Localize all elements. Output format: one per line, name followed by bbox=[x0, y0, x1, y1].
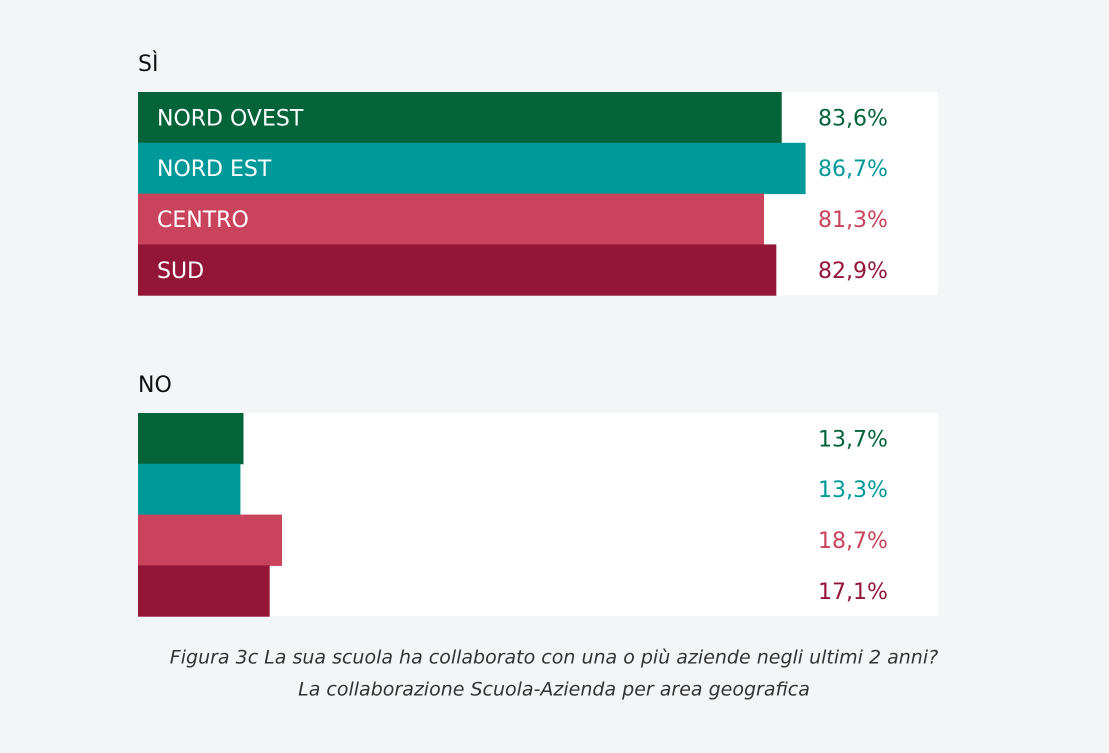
bar bbox=[138, 514, 282, 566]
bar bbox=[138, 92, 782, 144]
value-label: 83,6% bbox=[818, 106, 888, 131]
bar bbox=[138, 142, 806, 195]
caption: La collaborazione Scuola-Azienda per are… bbox=[298, 679, 810, 701]
value-label: 18,7% bbox=[818, 529, 888, 554]
value-label: 17,1% bbox=[818, 580, 888, 605]
bar bbox=[138, 565, 270, 617]
panel-title: NO bbox=[138, 373, 172, 398]
category-label: SUD bbox=[157, 259, 204, 284]
category-label: CENTRO bbox=[157, 208, 249, 233]
bar bbox=[138, 244, 777, 296]
value-label: 13,7% bbox=[818, 427, 888, 452]
caption: Figura 3c La sua scuola ha collaborato c… bbox=[170, 647, 938, 669]
category-label: NORD EST bbox=[157, 157, 272, 182]
bar bbox=[138, 193, 765, 245]
category-label: NORD OVEST bbox=[157, 106, 304, 131]
bar bbox=[138, 463, 241, 516]
panel-title: SÌ bbox=[138, 51, 158, 77]
value-label: 13,3% bbox=[818, 478, 888, 503]
value-label: 82,9% bbox=[818, 259, 888, 284]
value-label: 81,3% bbox=[818, 208, 888, 233]
value-label: 86,7% bbox=[818, 157, 888, 182]
bar bbox=[138, 413, 244, 465]
